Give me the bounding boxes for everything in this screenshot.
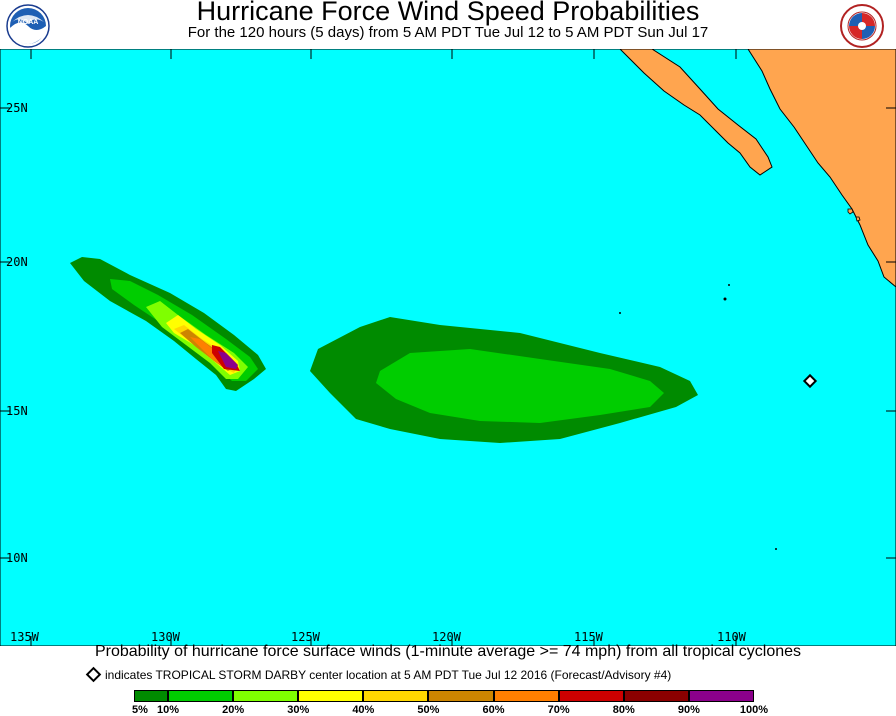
- storm-center-diamond-icon: [85, 666, 102, 683]
- lat-tick-label: 25N: [6, 101, 28, 115]
- probability-map: 25N 20N 15N 10N 135W 130W 125W 120W 115W…: [0, 49, 896, 646]
- island: [775, 548, 777, 550]
- storm-center-marker: [802, 373, 818, 389]
- mexico-mainland-land: [747, 49, 896, 288]
- svg-text:NOAA: NOAA: [18, 19, 39, 26]
- legend-swatch: [493, 690, 559, 702]
- legend-swatch: [168, 690, 234, 702]
- legend-label: 5%: [132, 704, 148, 716]
- national-weather-service-logo-icon: [840, 4, 884, 48]
- island: [728, 284, 730, 286]
- legend-label: 100%: [739, 704, 769, 716]
- legend-swatch: [688, 690, 754, 702]
- legend-label: 30%: [287, 704, 310, 716]
- island: [855, 216, 861, 222]
- legend-label: 10%: [156, 704, 180, 716]
- legend-swatch: [298, 690, 364, 702]
- legend-swatch: [558, 690, 624, 702]
- legend-swatch: [134, 690, 168, 702]
- lat-tick-label: 20N: [6, 255, 28, 269]
- lon-tick-label: 125W: [291, 630, 321, 644]
- legend-swatch: [623, 690, 689, 702]
- lon-tick-label: 135W: [10, 630, 40, 644]
- baja-california-land: [619, 49, 773, 176]
- map-caption: Probability of hurricane force surface w…: [94, 643, 802, 660]
- island: [723, 297, 727, 301]
- eastern-probability-contours: [310, 317, 698, 443]
- contour-80-percent: [218, 351, 238, 369]
- lat-ticks: 25N 20N 15N 10N: [0, 101, 896, 565]
- lon-tick-label: 115W: [574, 630, 604, 644]
- legend-label: 70%: [547, 704, 570, 716]
- lon-ticks: 135W 130W 125W 120W 115W 110W: [10, 49, 747, 646]
- lat-tick-label: 10N: [6, 551, 28, 565]
- legend-label: 60%: [482, 704, 505, 716]
- legend-label: 90%: [677, 704, 700, 716]
- lon-tick-label: 130W: [151, 630, 181, 644]
- legend-label: 40%: [352, 704, 375, 716]
- storm-note: indicates TROPICAL STORM DARBY center lo…: [85, 666, 672, 683]
- lon-tick-label: 120W: [432, 630, 462, 644]
- darby-probability-contours: [70, 257, 266, 391]
- lat-tick-label: 15N: [6, 404, 28, 418]
- contour-10-percent: [376, 349, 664, 423]
- legend-label: 50%: [417, 704, 440, 716]
- legend-swatch: [428, 690, 494, 702]
- legend-label: 20%: [222, 704, 245, 716]
- noaa-logo-icon: NOAA: [6, 4, 50, 48]
- lon-tick-label: 110W: [717, 630, 747, 644]
- map-subtitle: For the 120 hours (5 days) from 5 AM PDT…: [187, 24, 709, 41]
- map-title: Hurricane Force Wind Speed Probabilities: [196, 0, 700, 26]
- storm-note-text: indicates TROPICAL STORM DARBY center lo…: [105, 668, 672, 682]
- legend-swatch: [363, 690, 429, 702]
- legend-swatch: [233, 690, 299, 702]
- probability-legend: 5% 10% 20% 30% 40% 50% 60% 70% 80% 90% 100%: [0, 688, 896, 716]
- legend-label: 80%: [612, 704, 635, 716]
- island: [619, 312, 621, 314]
- island: [847, 208, 854, 215]
